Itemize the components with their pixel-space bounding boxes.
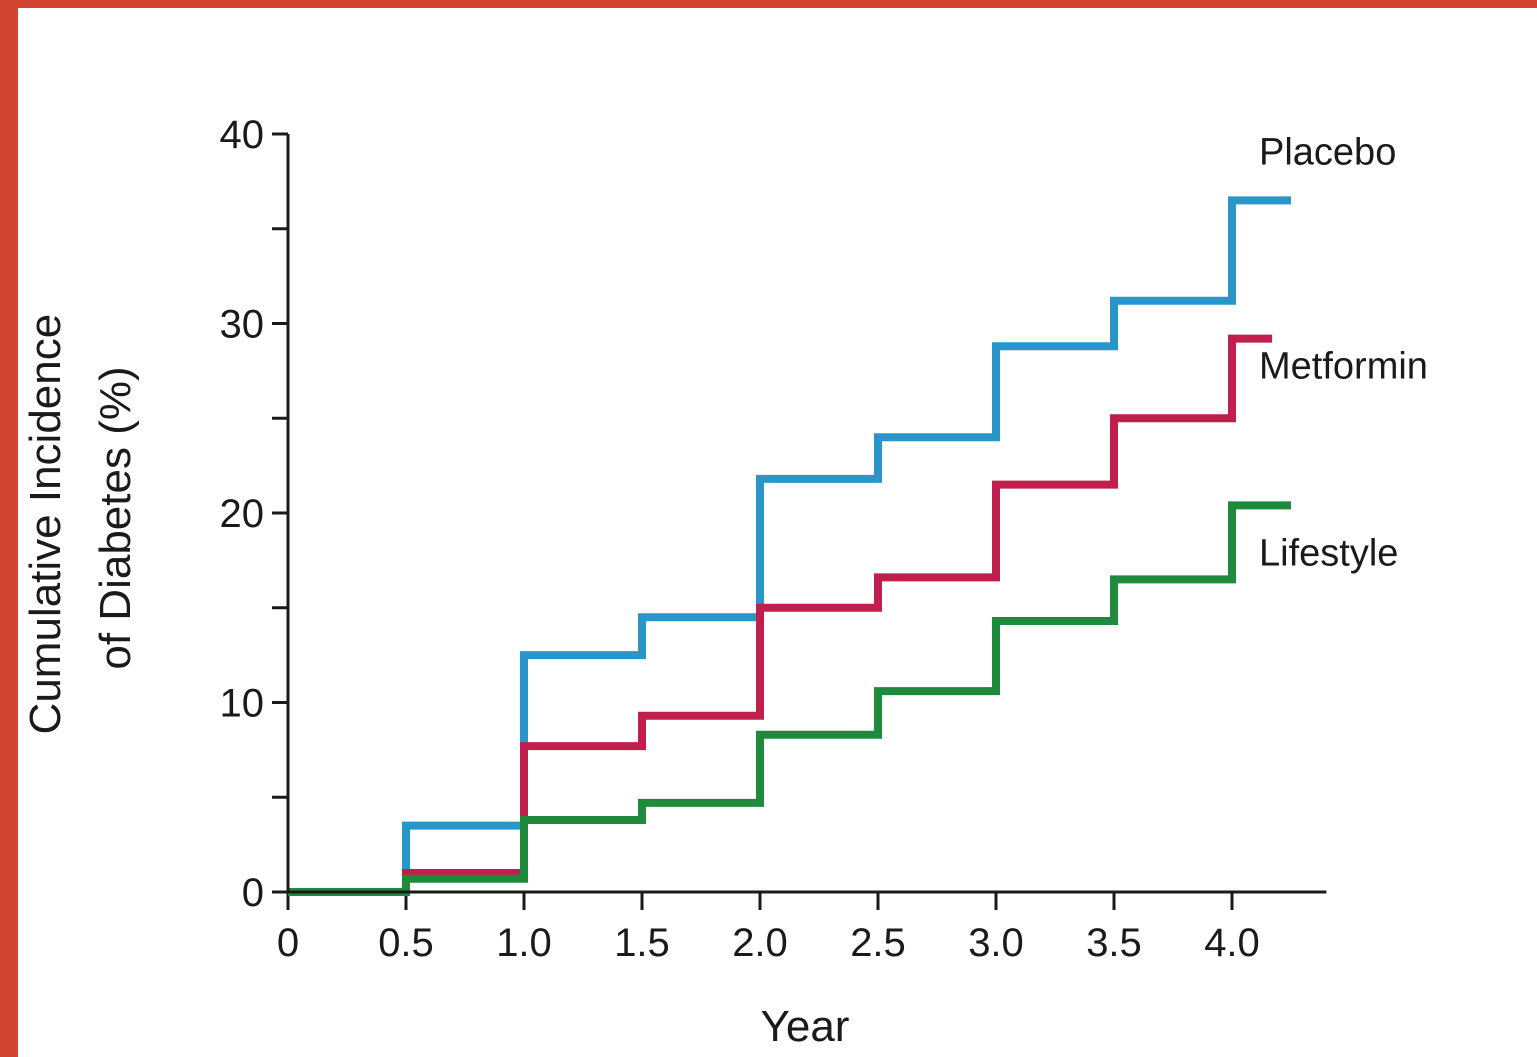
chart-panel: 0 10 20 30 40 0 0.5 1.0 1.5 2.0 2.5 3.0 3.5 4.0 Plac… xyxy=(18,8,1537,1057)
x-tick-label: 4.0 xyxy=(1204,921,1260,965)
x-axis-title: Year xyxy=(761,1002,850,1051)
series-metformin-line xyxy=(288,334,1273,896)
x-tick-label: 2.5 xyxy=(850,921,906,965)
y-axis-ticks xyxy=(272,132,288,894)
y-axis-title-line-1: Cumulative Incidence xyxy=(21,314,70,735)
x-axis-tick-labels: 0 0.5 1.0 1.5 2.0 2.5 3.0 3.5 4.0 xyxy=(277,921,1260,965)
cumulative-incidence-chart: 0 10 20 30 40 0 0.5 1.0 1.5 2.0 2.5 3.0 3.5 4.0 Plac… xyxy=(21,113,1428,1051)
series-lifestyle-line xyxy=(288,501,1291,896)
y-tick-label: 20 xyxy=(220,492,265,536)
series-placebo-line xyxy=(288,196,1291,896)
series-labels: Placebo Metformin Lifestyle xyxy=(1259,131,1428,574)
y-tick-label: 40 xyxy=(220,113,265,157)
series-label-lifestyle: Lifestyle xyxy=(1259,532,1398,574)
x-tick-label: 3.0 xyxy=(968,921,1024,965)
y-axis-title: Cumulative Incidence of Diabetes (%) xyxy=(21,302,140,735)
x-tick-label: 1.0 xyxy=(496,921,552,965)
y-tick-label: 10 xyxy=(220,682,265,726)
x-tick-label: 2.0 xyxy=(732,921,788,965)
y-axis-title-line-2: of Diabetes (%) xyxy=(91,366,140,669)
y-tick-label: 0 xyxy=(242,871,264,915)
x-tick-label: 1.5 xyxy=(614,921,670,965)
y-tick-label: 30 xyxy=(220,303,265,347)
x-tick-label: 0.5 xyxy=(378,921,434,965)
x-tick-label: 3.5 xyxy=(1086,921,1142,965)
x-axis-ticks xyxy=(286,892,1234,910)
series-label-placebo: Placebo xyxy=(1259,131,1396,173)
series-layer xyxy=(288,196,1291,896)
x-tick-label: 0 xyxy=(277,921,299,965)
y-axis-tick-labels: 0 10 20 30 40 xyxy=(220,113,265,915)
series-label-metformin: Metformin xyxy=(1259,346,1428,388)
